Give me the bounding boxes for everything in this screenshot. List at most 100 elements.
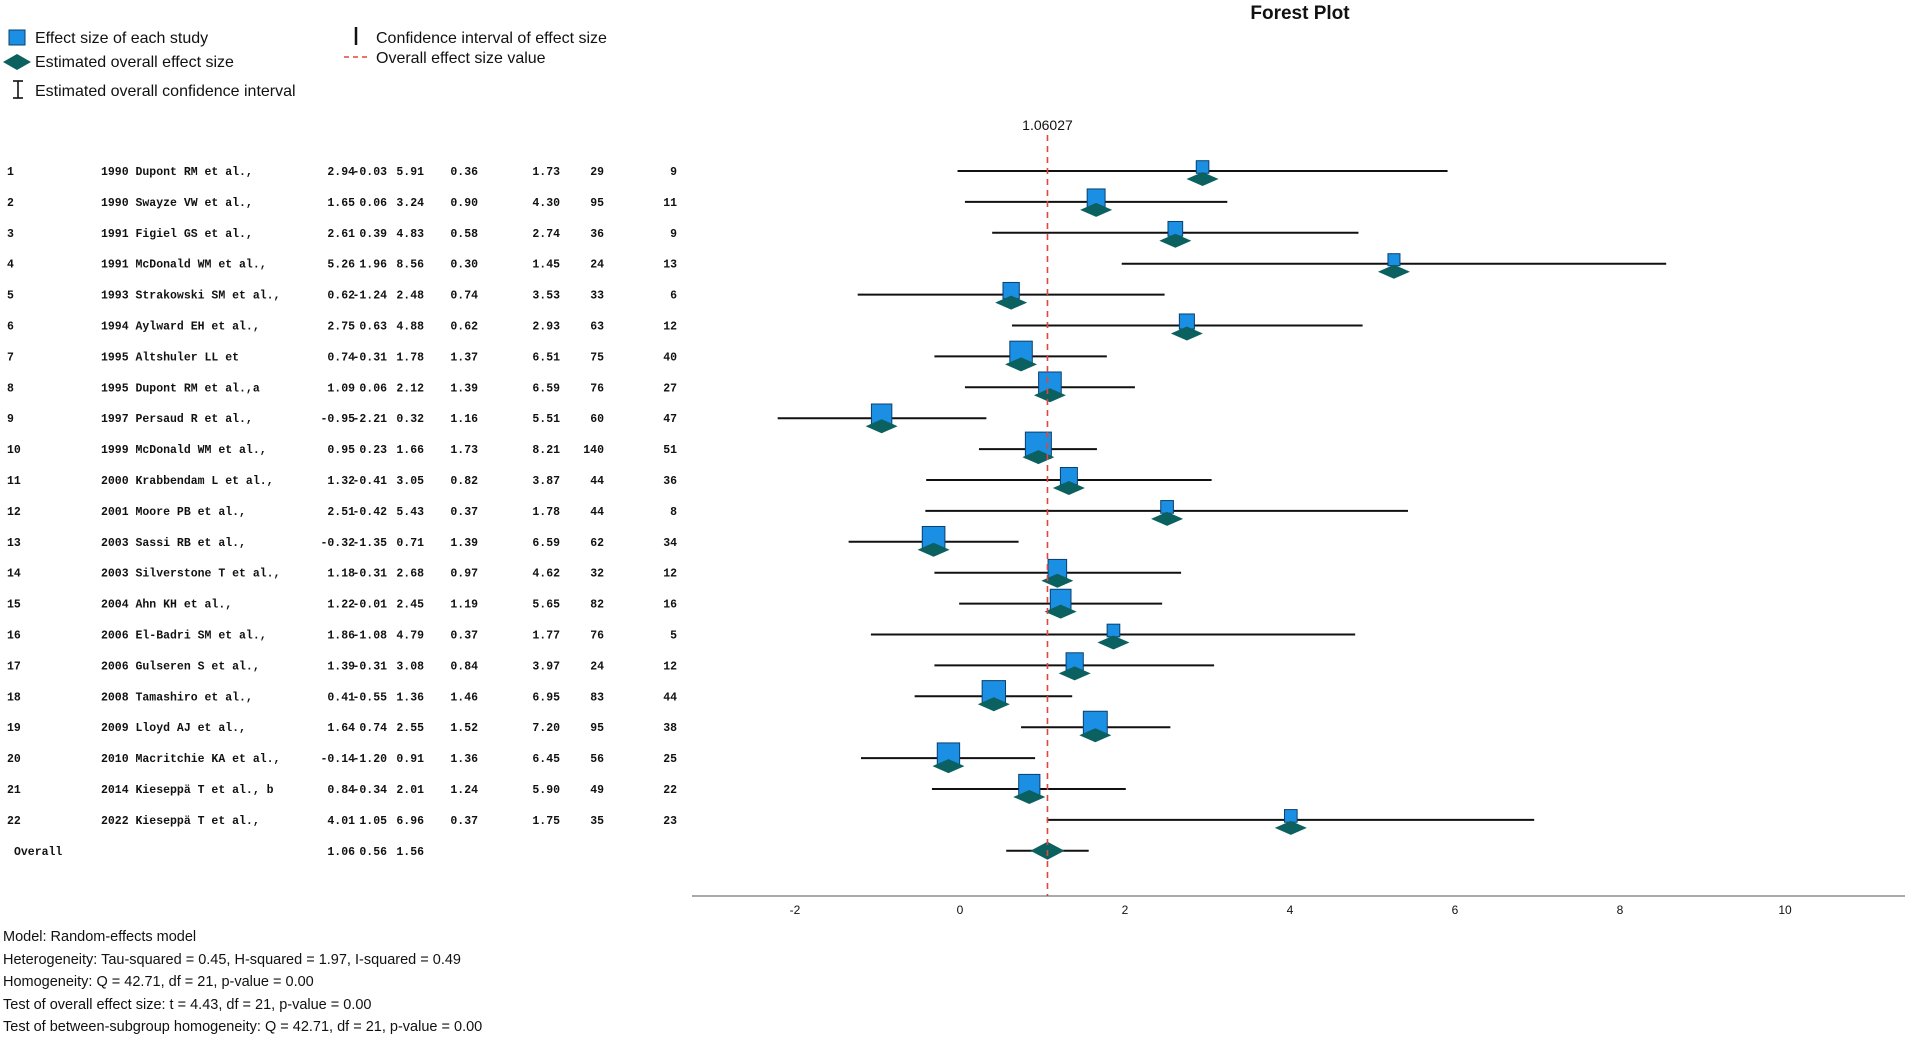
table-cell-col6-9: 60 [590,413,604,426]
table-cell-col5-19: 7.20 [532,722,560,735]
table-cell-lower-4: 1.96 [359,259,387,272]
reference-value-label: 1.06027 [1022,117,1073,133]
table-cell-study-10: 1999 McDonald WM et al., [101,444,267,457]
table-cell-id-4: 4 [7,259,14,272]
table-cell-col4-22: 0.37 [450,815,478,828]
table-cell-col5-1: 1.73 [532,166,560,179]
legend: Effect size of each study Estimated over… [3,27,607,100]
study-diamond-5 [995,295,1028,310]
table-cell-col4-15: 1.19 [450,599,478,612]
legend-overall-value: Overall effect size value [376,50,546,67]
table-cell-es-13: -0.32 [320,537,355,550]
table-cell-col6-10: 140 [583,444,604,457]
table-cell-id-1: 1 [7,166,14,179]
table-cell-upper-14: 2.68 [396,568,424,581]
x-tick-label-6: 6 [1452,903,1459,917]
x-tick-label-2: 2 [1122,903,1129,917]
study-effect-square-12 [1160,500,1174,514]
stats-subgroup-test: Test of between-subgroup homogeneity: Q … [3,1019,483,1035]
table-cell-col4-16: 0.37 [450,630,478,643]
study-table: 1 1990 Dupont RM et al., 2.94-0.03 5.91 0.36… [7,166,677,859]
table-cell-es-6: 2.75 [327,321,355,334]
table-cell-study-7: 1995 Altshuler LL et [101,351,239,364]
table-cell-lower-15: -0.01 [352,599,387,612]
legend-study-effect: Effect size of each study [35,30,208,47]
table-cell-col7-15: 16 [663,599,677,612]
model-statistics: Model: Random-effects model Heterogeneit… [3,926,482,1039]
table-cell-id-19: 19 [7,722,21,735]
table-cell-lower-13: -1.35 [352,537,387,550]
study-diamond-10 [1022,450,1055,465]
table-cell-es-8: 1.09 [327,382,355,395]
table-cell-upper-10: 1.66 [396,444,424,457]
table-cell-col4-17: 0.84 [450,660,478,673]
table-cell-col5-5: 3.53 [532,290,560,303]
table-cell-col4-11: 0.82 [450,475,478,488]
legend-overall-ci: Estimated overall confidence interval [35,83,296,100]
table-cell-overall-upper: 1.56 [396,846,424,859]
table-cell-col6-17: 24 [590,660,604,673]
table-cell-study-14: 2003 Silverstone T et al., [101,568,280,581]
table-cell-col5-14: 4.62 [532,568,560,581]
study-diamond-4 [1377,264,1410,279]
table-cell-es-4: 5.26 [327,259,355,272]
table-cell-col4-2: 0.90 [450,197,478,210]
table-cell-col6-13: 62 [590,537,604,550]
table-cell-col5-7: 6.51 [532,351,560,364]
legend-diamond-icon [3,54,31,70]
table-cell-col4-5: 0.74 [450,290,478,303]
table-cell-col7-13: 34 [663,537,677,550]
table-cell-study-19: 2009 Lloyd AJ et al., [101,722,246,735]
table-cell-col7-7: 40 [663,351,677,364]
table-cell-col4-8: 1.39 [450,382,478,395]
table-cell-col5-10: 8.21 [532,444,560,457]
table-cell-col6-8: 76 [590,382,604,395]
table-cell-col7-14: 12 [663,568,677,581]
table-cell-col5-3: 2.74 [532,228,560,241]
table-cell-study-15: 2004 Ahn KH et al., [101,599,232,612]
table-cell-lower-19: 0.74 [359,722,387,735]
table-cell-col6-2: 95 [590,197,604,210]
table-cell-overall-lower: 0.56 [359,846,387,859]
table-cell-col4-3: 0.58 [450,228,478,241]
table-cell-study-4: 1991 McDonald WM et al., [101,259,267,272]
table-cell-upper-7: 1.78 [396,351,424,364]
table-cell-col7-16: 5 [670,630,677,643]
table-cell-id-17: 17 [7,660,21,673]
table-cell-study-5: 1993 Strakowski SM et al., [101,290,280,303]
table-cell-col7-3: 9 [670,228,677,241]
table-cell-upper-5: 2.48 [396,290,424,303]
table-cell-col6-21: 49 [590,784,604,797]
table-cell-es-18: 0.41 [327,691,355,704]
table-cell-overall-label: Overall [14,846,62,859]
table-cell-col6-3: 36 [590,228,604,241]
table-cell-overall-es: 1.06 [327,846,355,859]
table-cell-col7-20: 25 [663,753,677,766]
x-tick-label-4: 4 [1287,903,1294,917]
table-cell-id-22: 22 [7,815,21,828]
table-cell-study-22: 2022 Kieseppä T et al., [101,815,260,828]
table-cell-col5-17: 3.97 [532,660,560,673]
table-cell-es-11: 1.32 [327,475,355,488]
table-cell-col4-14: 0.97 [450,568,478,581]
x-tick-label-neg2: -2 [790,903,801,917]
study-diamond-15 [1044,604,1077,619]
table-cell-lower-18: -0.55 [352,691,387,704]
table-cell-col4-9: 1.16 [450,413,478,426]
table-cell-upper-22: 6.96 [396,815,424,828]
table-cell-upper-6: 4.88 [396,321,424,334]
ci-lines [777,170,1667,852]
table-cell-col5-8: 6.59 [532,382,560,395]
table-cell-study-9: 1997 Persaud R et al., [101,413,253,426]
table-cell-id-15: 15 [7,599,21,612]
table-cell-lower-3: 0.39 [359,228,387,241]
table-cell-study-6: 1994 Aylward EH et al., [101,321,260,334]
table-cell-id-14: 14 [7,568,21,581]
study-diamond-7 [1005,357,1038,372]
table-cell-col7-17: 12 [663,660,677,673]
table-cell-upper-20: 0.91 [396,753,424,766]
table-cell-es-2: 1.65 [327,197,355,210]
study-diamond-6 [1170,326,1203,341]
table-cell-upper-18: 1.36 [396,691,424,704]
table-cell-es-16: 1.86 [327,630,355,643]
